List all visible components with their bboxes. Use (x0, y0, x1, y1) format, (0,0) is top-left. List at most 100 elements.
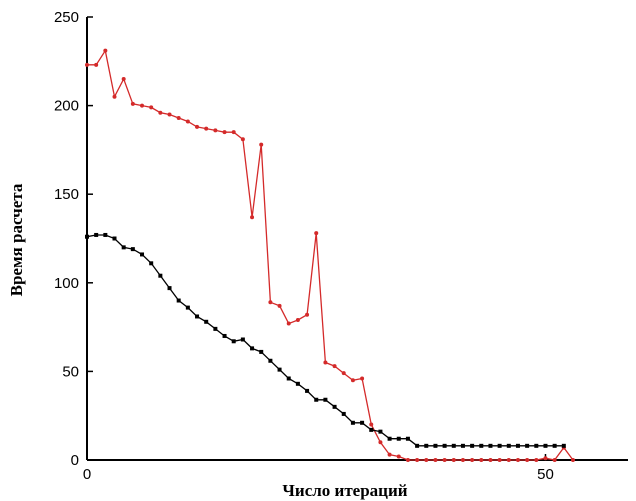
data-point (268, 358, 273, 363)
data-point (442, 458, 447, 462)
y-axis-title: Время расчета (7, 183, 26, 296)
y-tick-label: 100 (54, 275, 79, 292)
data-point (415, 458, 420, 462)
data-point (552, 443, 557, 448)
data-point (140, 103, 145, 108)
data-point (378, 440, 383, 445)
data-point (213, 326, 218, 331)
data-point (396, 436, 401, 441)
data-point (176, 116, 181, 121)
data-point (305, 312, 310, 317)
data-point (323, 397, 328, 402)
data-point (470, 458, 475, 462)
data-point (552, 458, 557, 462)
data-point (259, 142, 264, 147)
data-point (405, 436, 410, 441)
data-point (277, 367, 282, 372)
data-point (525, 458, 530, 462)
data-point (176, 298, 181, 303)
data-point (525, 443, 530, 448)
chart-series-layer (85, 48, 575, 462)
data-point (433, 443, 438, 448)
data-point (286, 321, 291, 326)
data-point (479, 443, 484, 448)
data-point (332, 404, 337, 409)
data-point (323, 360, 328, 365)
data-point (277, 303, 282, 308)
chart-axes: 0 50 100 150 200 250 0 50 (54, 9, 628, 483)
data-point (341, 371, 346, 376)
data-point (130, 101, 135, 106)
data-point (140, 252, 145, 257)
data-point (497, 443, 502, 448)
data-point (240, 137, 245, 142)
data-point (268, 300, 273, 305)
data-point (451, 458, 456, 462)
data-point (231, 130, 236, 135)
data-point (195, 124, 200, 129)
data-point (204, 126, 209, 131)
y-tick-label: 250 (54, 9, 79, 26)
data-point (314, 397, 319, 402)
data-point (360, 376, 365, 381)
data-point (488, 443, 493, 448)
data-point (433, 458, 438, 462)
data-point (130, 247, 135, 252)
data-point (506, 458, 511, 462)
data-point (515, 458, 520, 462)
data-point (286, 376, 291, 381)
data-point (295, 381, 300, 386)
data-point (415, 443, 420, 448)
data-point (167, 112, 172, 117)
x-axis-title: Число итераций (282, 481, 407, 500)
data-point (158, 273, 163, 278)
data-point (185, 305, 190, 310)
data-point (112, 94, 117, 99)
data-point (121, 245, 126, 250)
data-point (103, 232, 108, 237)
data-point (405, 458, 410, 462)
data-point (506, 443, 511, 448)
data-point (204, 319, 209, 324)
data-point (534, 443, 539, 448)
data-point (479, 458, 484, 462)
data-point (149, 105, 154, 110)
data-point (332, 364, 337, 369)
data-point (534, 458, 539, 462)
data-point (222, 130, 227, 135)
y-tick-label: 200 (54, 98, 79, 115)
series-line (86, 234, 564, 447)
data-point (103, 48, 108, 53)
data-point (158, 110, 163, 115)
data-point (515, 443, 520, 448)
data-point (85, 234, 89, 239)
data-point (396, 454, 401, 459)
data-point (94, 62, 99, 67)
x-tick-label: 50 (537, 466, 554, 483)
data-point (460, 443, 465, 448)
data-point (305, 388, 310, 393)
data-point (85, 62, 89, 67)
data-point (570, 458, 575, 462)
data-point (387, 452, 392, 457)
y-tick-label: 150 (54, 186, 79, 203)
data-point (231, 339, 236, 344)
data-point (424, 443, 429, 448)
data-point (442, 443, 447, 448)
data-point (94, 232, 99, 237)
data-point (488, 458, 493, 462)
data-point (149, 261, 154, 266)
data-point (470, 443, 475, 448)
series-1 (85, 48, 575, 462)
data-point (451, 443, 456, 448)
data-point (185, 119, 190, 124)
y-tick-label: 0 (71, 452, 79, 469)
data-point (250, 346, 255, 351)
data-point (543, 456, 548, 461)
data-point (360, 420, 365, 425)
series-2 (85, 232, 566, 448)
data-point (112, 236, 117, 241)
data-point (497, 458, 502, 462)
data-point (350, 378, 355, 383)
